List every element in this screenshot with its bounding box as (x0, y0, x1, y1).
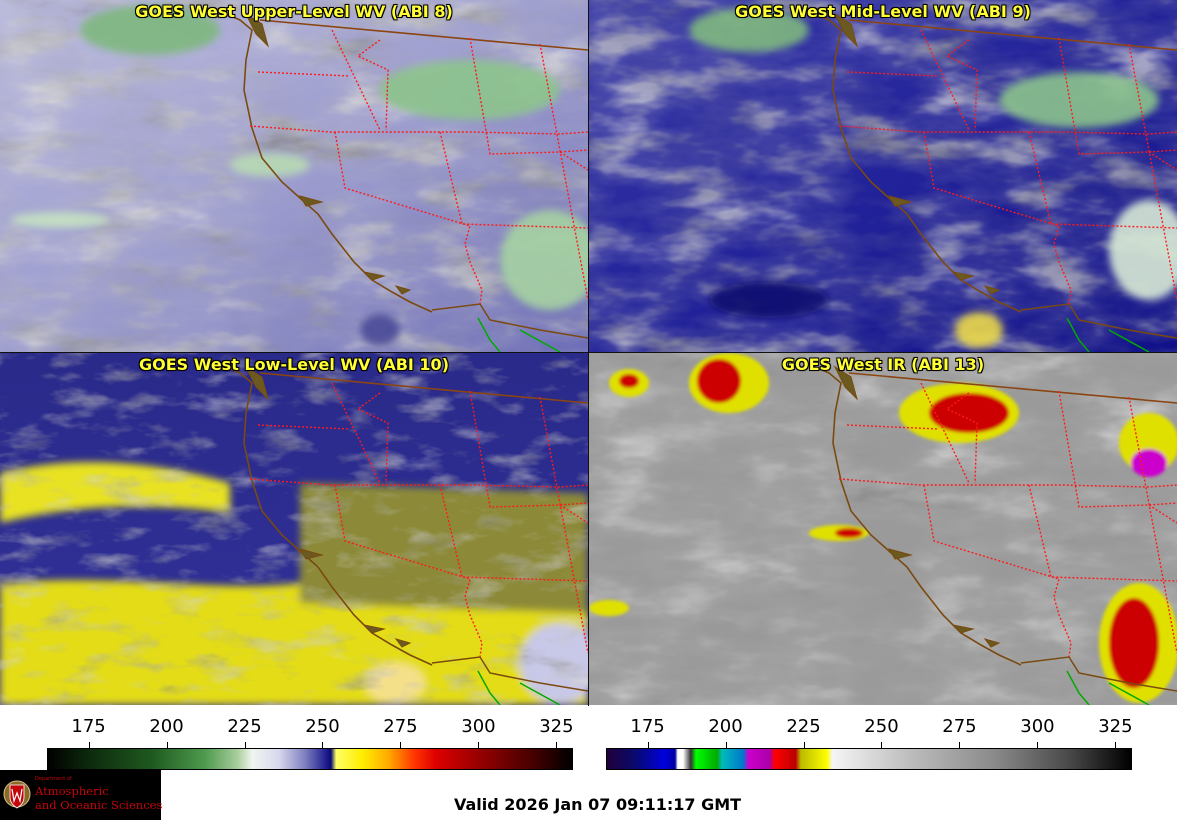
ir-tick-label: 300 (1020, 716, 1055, 737)
ir-tick-label: 200 (708, 716, 743, 737)
wv-tick-mark (166, 742, 168, 748)
colorbar-ticks: 175 200 225 250 275 300 325 175 200 225 250 275 300 3… (0, 716, 1177, 750)
ir-tick-label: 275 (942, 716, 977, 737)
infrared-image (589, 353, 1177, 705)
wv-tick-mark (244, 742, 246, 748)
ir-tick-label: 325 (1098, 716, 1133, 737)
low-level-wv-image (0, 353, 588, 705)
panel-divider-vertical (588, 0, 589, 706)
wv-tick-mark (322, 742, 324, 748)
uw-aos-logo: Department of Atmospheric and Oceanic Sc… (0, 770, 163, 820)
wv-tick-label: 200 (149, 716, 184, 737)
wv-tick-mark (400, 742, 402, 748)
panel-title: GOES West Upper-Level WV (ABI 8) (135, 2, 453, 21)
logo-text-line1: Atmospheric (35, 784, 109, 798)
ir-tick-mark (1037, 742, 1039, 748)
wv-tick-mark (88, 742, 90, 748)
ir-tick-mark (803, 742, 805, 748)
panel-title: GOES West Mid-Level WV (ABI 9) (735, 2, 1031, 21)
ir-tick-mark (881, 742, 883, 748)
wv-tick-mark (556, 742, 558, 748)
mid-level-wv-panel: GOES West Mid-Level WV (ABI 9) (589, 0, 1177, 352)
ir-tick-mark (959, 742, 961, 748)
ir-tick-mark (647, 742, 649, 748)
ir-tick-label: 250 (864, 716, 899, 737)
infrared-panel: GOES West IR (ABI 13) (589, 353, 1177, 705)
ir-tick-mark (1115, 742, 1117, 748)
panel-title: GOES West IR (ABI 13) (781, 355, 985, 374)
water-vapor-colorbar (47, 748, 573, 770)
mid-level-wv-image (589, 0, 1177, 352)
panel-title: GOES West Low-Level WV (ABI 10) (138, 355, 449, 374)
valid-time-label: Valid 2026 Jan 07 09:11:17 GMT (454, 795, 742, 814)
upper-level-wv-panel: GOES West Upper-Level WV (ABI 8) (0, 0, 588, 352)
logo-dept-text: Department of (35, 776, 72, 782)
infrared-colorbar (606, 748, 1132, 770)
ir-tick-label: 225 (786, 716, 821, 737)
low-level-wv-panel: GOES West Low-Level WV (ABI 10) (0, 353, 588, 705)
wv-tick-label: 275 (383, 716, 418, 737)
ir-tick-label: 175 (630, 716, 665, 737)
wv-tick-label: 225 (227, 716, 262, 737)
logo-text-line2: and Oceanic Sciences (35, 798, 163, 812)
panel-divider-horizontal (0, 352, 1177, 353)
wv-tick-label: 250 (305, 716, 340, 737)
upper-level-wv-image (0, 0, 588, 352)
wv-tick-label: 175 (71, 716, 106, 737)
crest-icon (3, 780, 31, 809)
wv-tick-label: 325 (539, 716, 574, 737)
ir-tick-mark (725, 742, 727, 748)
wv-tick-label: 300 (461, 716, 496, 737)
wv-tick-mark (478, 742, 480, 748)
